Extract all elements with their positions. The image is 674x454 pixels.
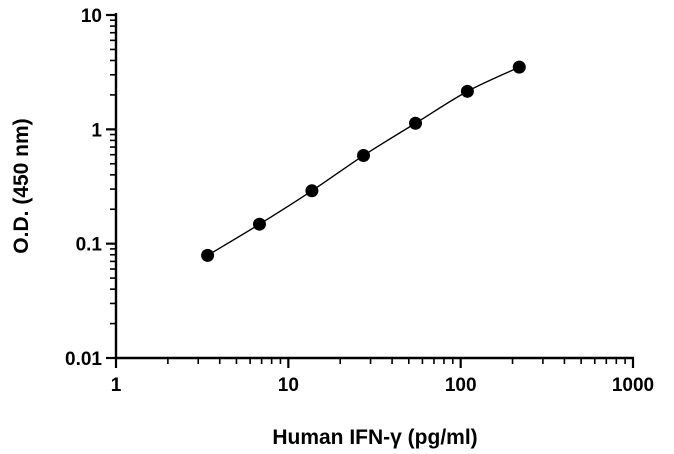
data-point — [252, 217, 266, 231]
x-axis-title: Human IFN-γ (pg/ml) — [272, 426, 477, 449]
x-tick-label: 10 — [278, 375, 299, 396]
data-point — [512, 60, 526, 74]
y-tick-label: 1 — [91, 120, 102, 141]
y-tick-label: 0.1 — [76, 235, 103, 256]
x-tick-label: 100 — [445, 375, 477, 396]
data-points — [201, 60, 526, 262]
ticks: 1 10 100 1000 0.01 0.1 1 10 — [65, 6, 654, 396]
data-point — [305, 184, 319, 198]
data-point — [201, 248, 215, 262]
y-axis-title: O.D. (450 nm) — [10, 118, 33, 253]
x-tick-label: 1000 — [612, 375, 654, 396]
data-point — [409, 116, 423, 130]
axes — [114, 13, 634, 360]
data-point — [460, 84, 474, 98]
x-tick-label: 1 — [111, 375, 122, 396]
data-point — [356, 149, 370, 163]
y-tick-label: 10 — [81, 6, 102, 27]
y-tick-label: 0.01 — [65, 349, 102, 370]
